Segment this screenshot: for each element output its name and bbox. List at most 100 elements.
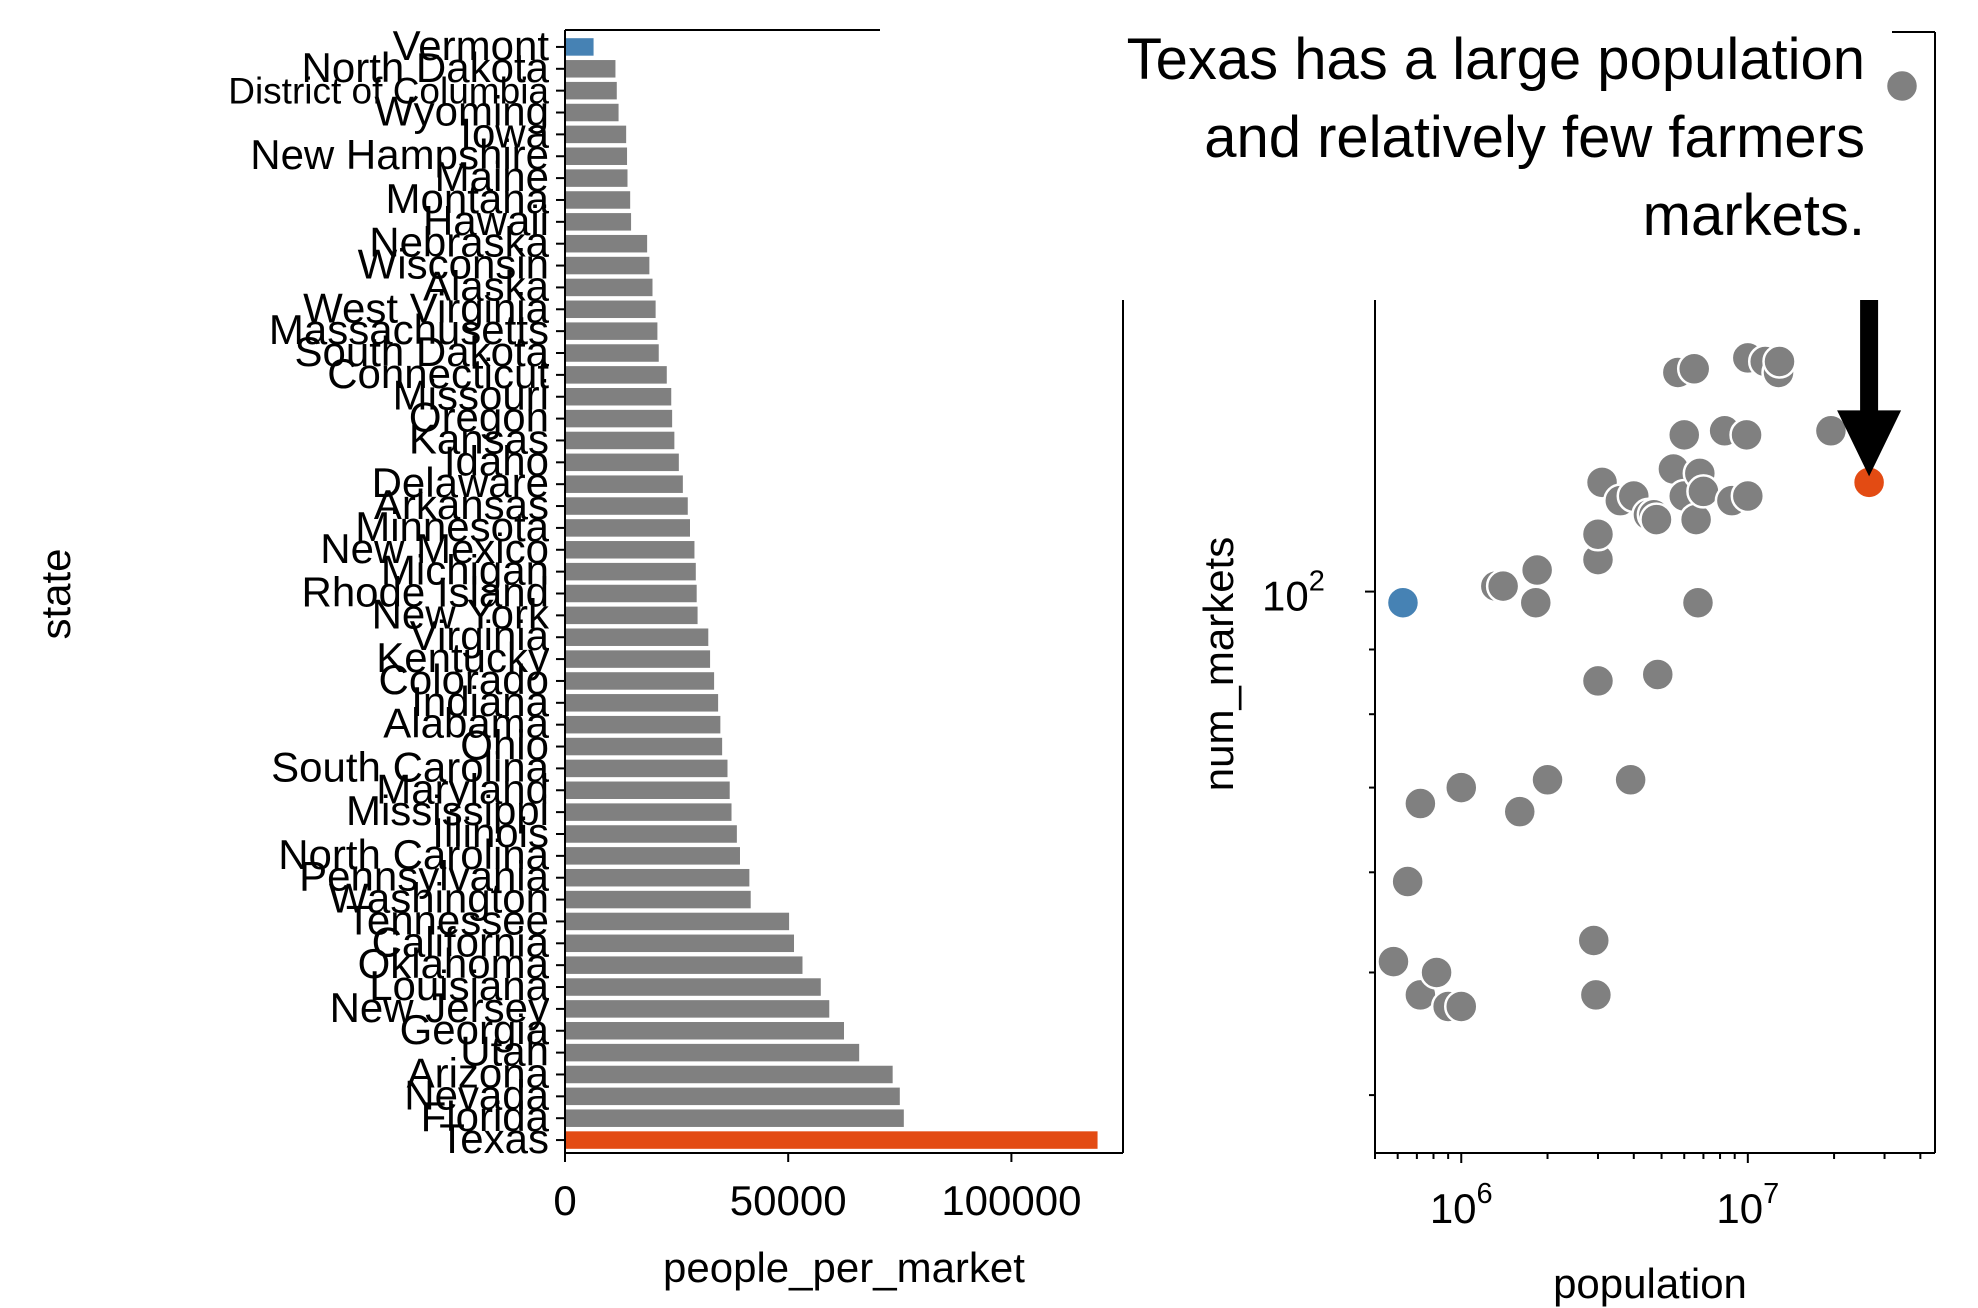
y-tick-label: Colorado bbox=[379, 656, 549, 703]
bar bbox=[565, 431, 675, 450]
scatter-chart: 106 107 102 population num_markets bbox=[1195, 31, 1936, 1307]
y-tick-label: South Carolina bbox=[271, 743, 549, 790]
y-tick-label: California bbox=[372, 918, 550, 965]
y-tick-label: Missouri bbox=[393, 372, 549, 419]
bar bbox=[565, 562, 696, 581]
y-tick-label: Connecticut bbox=[327, 350, 549, 397]
scatter-point bbox=[1813, 413, 1849, 449]
bar bbox=[565, 759, 728, 778]
bar bbox=[565, 1000, 830, 1018]
bar bbox=[565, 60, 616, 78]
bar bbox=[565, 300, 656, 319]
bar bbox=[565, 606, 698, 625]
x-tick-label: 50000 bbox=[730, 1177, 847, 1224]
y-tick-label: Georgia bbox=[400, 1006, 550, 1053]
scatter-point bbox=[1485, 568, 1521, 604]
bar bbox=[565, 234, 648, 253]
y-tick-label: Rhode Island bbox=[301, 569, 549, 616]
bar bbox=[565, 890, 751, 909]
annotation-line-2: and relatively few farmers bbox=[1204, 105, 1865, 170]
scatter-point bbox=[1678, 502, 1714, 537]
y-tick-label: Michigan bbox=[381, 547, 549, 594]
y-tick-label: District of Columbia bbox=[228, 71, 549, 112]
y-tick-label: Iowa bbox=[460, 109, 549, 156]
bar bbox=[565, 519, 690, 537]
bar bbox=[565, 1022, 844, 1040]
y-tick-label: North Dakota bbox=[302, 44, 550, 91]
y-tick-label: Illinois bbox=[432, 809, 549, 856]
x-tick-label: 107 bbox=[1716, 1178, 1779, 1232]
bar bbox=[565, 803, 732, 821]
annotation-line-1: Texas has a large population bbox=[1127, 27, 1865, 92]
y-tick-label: Wyoming bbox=[374, 88, 549, 135]
scatter-point bbox=[1444, 989, 1479, 1024]
x-tick-label: 0 bbox=[553, 1177, 576, 1224]
scatter-point bbox=[1686, 474, 1721, 509]
y-axis-label: state bbox=[32, 548, 79, 639]
y-tick-label: New Hampshire bbox=[250, 131, 549, 178]
bar bbox=[565, 584, 697, 603]
bar bbox=[565, 387, 672, 406]
bar bbox=[565, 1131, 1098, 1149]
scatter-point bbox=[1639, 502, 1674, 537]
y-tick-label: Mississippi bbox=[346, 787, 549, 834]
annotation-arrow bbox=[1837, 300, 1902, 477]
scatter-point bbox=[1680, 585, 1716, 620]
bar bbox=[565, 475, 683, 493]
scatter-point bbox=[1666, 417, 1702, 453]
bar bbox=[565, 956, 803, 974]
bar bbox=[565, 868, 750, 887]
y-tick-label: Washington bbox=[329, 875, 549, 922]
bar bbox=[565, 213, 632, 231]
y-tick-label: 102 bbox=[1262, 566, 1325, 620]
scatter-point bbox=[1580, 663, 1616, 699]
annotation: Texas has a large population and relativ… bbox=[1127, 27, 1865, 248]
scatter-point bbox=[1530, 762, 1565, 798]
bar bbox=[565, 81, 617, 100]
y-tick-label: Kansas bbox=[409, 415, 549, 462]
y-tick-label: Ohio bbox=[460, 722, 549, 769]
scatter-point bbox=[1578, 977, 1614, 1013]
scatter-point-highlight bbox=[1385, 585, 1421, 620]
x-axis-label: population bbox=[1553, 1260, 1747, 1307]
y-tick-label: North Carolina bbox=[278, 831, 549, 878]
y-tick-label: Montana bbox=[386, 175, 550, 222]
bar bbox=[565, 628, 709, 646]
bar bbox=[565, 409, 673, 428]
y-tick-label: Maryland bbox=[376, 765, 549, 812]
y-tick-label: Nebraska bbox=[369, 219, 549, 266]
bar bbox=[565, 694, 719, 712]
x-tick-label: 100000 bbox=[941, 1177, 1081, 1224]
y-tick-label: New Jersey bbox=[330, 984, 549, 1031]
bar bbox=[565, 147, 628, 165]
scatter-point bbox=[1640, 657, 1676, 692]
y-tick-label: Oklahoma bbox=[358, 940, 550, 987]
y-tick-label: Nevada bbox=[404, 1071, 549, 1118]
bar bbox=[565, 497, 688, 515]
bar bbox=[565, 38, 594, 56]
y-tick-label: Kentucky bbox=[376, 634, 549, 681]
y-tick-label: Virginia bbox=[410, 612, 550, 659]
y-tick-label: Oregon bbox=[409, 394, 549, 441]
x-axis-label: people_per_market bbox=[663, 1244, 1025, 1291]
y-tick-label: Indiana bbox=[411, 678, 549, 725]
bar bbox=[565, 169, 628, 187]
bar bbox=[565, 737, 723, 756]
y-tick-label: Utah bbox=[460, 1028, 549, 1075]
y-tick-label: Vermont bbox=[393, 22, 550, 69]
y-tick-label: New York bbox=[372, 590, 550, 637]
scatter-point bbox=[1518, 585, 1554, 620]
scatter-point bbox=[1762, 344, 1797, 379]
bar bbox=[565, 1109, 904, 1127]
scatter-point bbox=[1676, 351, 1712, 387]
y-tick-label: South Dakota bbox=[294, 328, 549, 375]
scatter-point bbox=[1390, 864, 1425, 899]
bar bbox=[565, 825, 737, 843]
bar bbox=[565, 672, 715, 690]
y-tick-label: New Mexico bbox=[320, 525, 549, 572]
scatter-point bbox=[1576, 923, 1612, 958]
bar bbox=[565, 453, 679, 472]
scatter-point bbox=[1580, 516, 1616, 552]
